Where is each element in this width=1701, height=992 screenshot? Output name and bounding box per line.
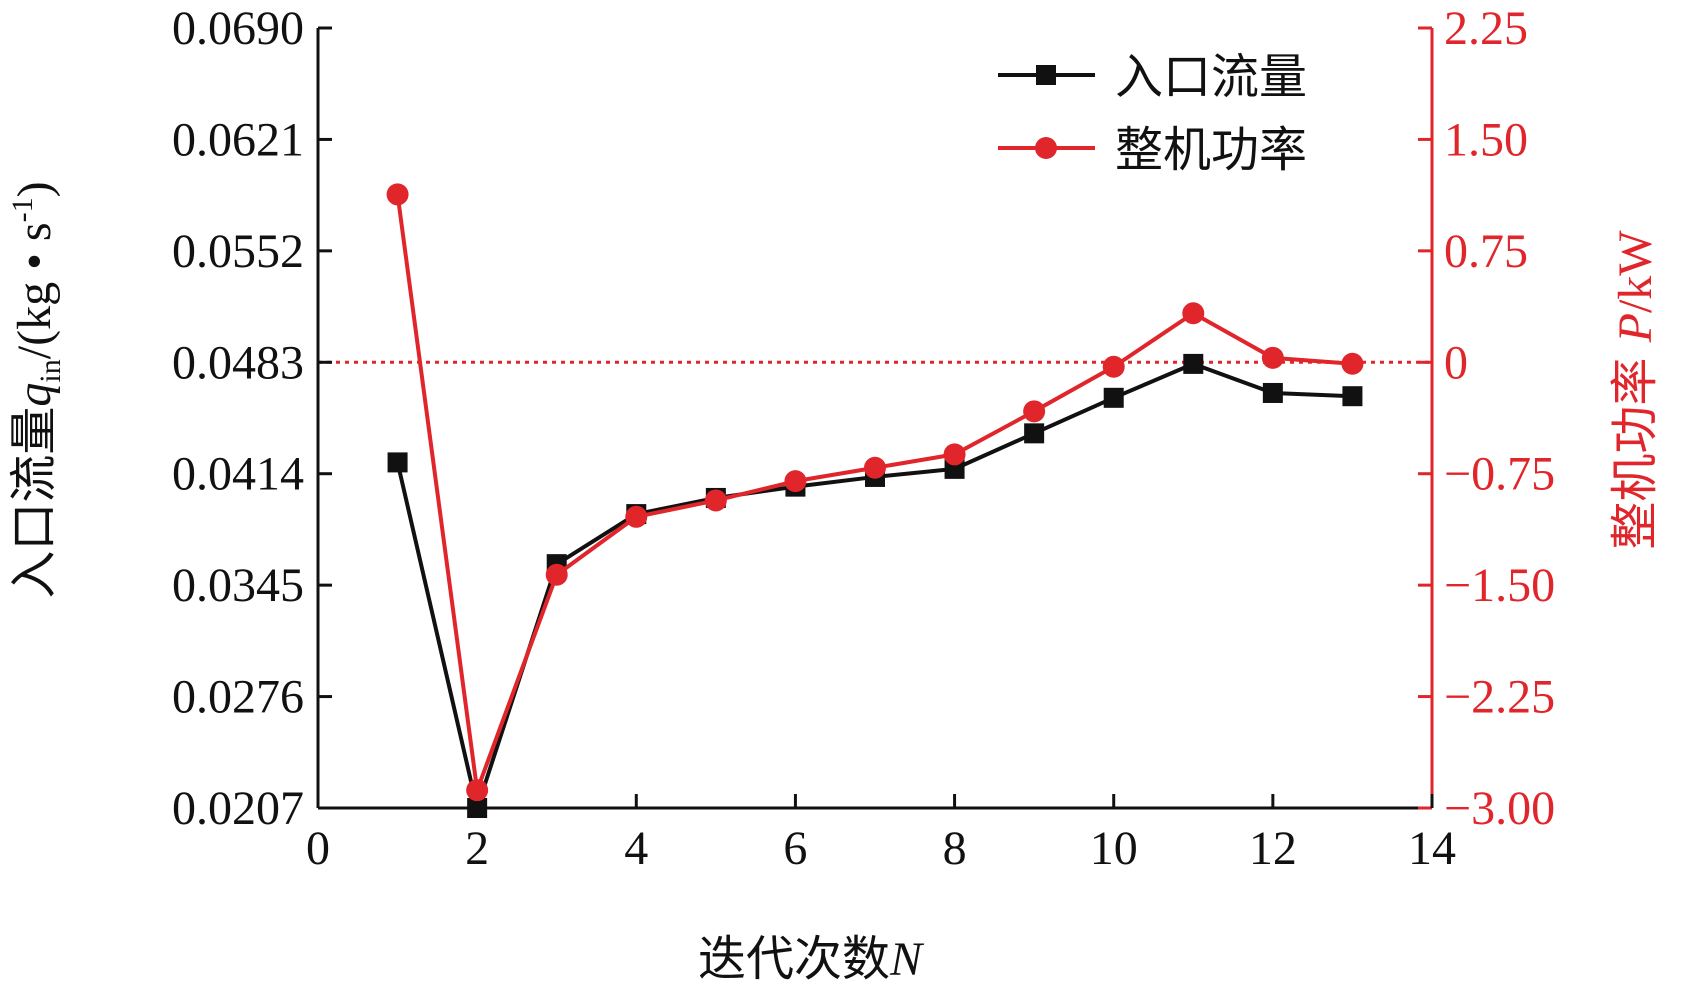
data-point-circle — [386, 183, 409, 206]
left-y-title-sub: in — [34, 359, 67, 382]
right-tick-label: −3.00 — [1444, 782, 1555, 835]
right-tick-label: −2.25 — [1444, 671, 1555, 724]
left-y-title-sup: -1 — [6, 197, 39, 222]
series-line — [395, 194, 1353, 793]
legend: 入口流量 整机功率 — [998, 49, 1307, 178]
left-y-title-unit: /(kg • s — [8, 222, 61, 359]
legend-marker-power — [1035, 137, 1057, 159]
data-point-circle — [864, 456, 886, 479]
x-tick-label: 6 — [783, 822, 807, 875]
data-point-circle — [1023, 400, 1046, 423]
x-axis-title-var: N — [889, 933, 925, 986]
legend-marker-flow — [1036, 65, 1056, 85]
data-point-circle — [943, 443, 966, 466]
left-tick-label: 0.0207 — [172, 782, 304, 835]
series-flow — [387, 353, 1363, 818]
left-tick-label: 0.0483 — [172, 336, 304, 389]
right-y-title-unit: /kW — [1609, 230, 1662, 313]
left-tick-label: 0.0276 — [172, 671, 304, 724]
x-tick-label: 0 — [306, 822, 330, 875]
right-tick-label: 1.50 — [1444, 113, 1528, 166]
right-tick-label: −1.50 — [1444, 559, 1555, 612]
legend-label-flow: 入口流量 — [1115, 49, 1307, 105]
x-tick-label: 14 — [1408, 822, 1456, 875]
legend-item-flow: 入口流量 — [998, 49, 1307, 105]
x-tick-label: 2 — [465, 822, 489, 875]
data-point-circle — [625, 505, 648, 528]
data-point-square — [387, 452, 408, 473]
left-tick-label: 0.0414 — [172, 448, 304, 501]
data-point-circle — [784, 470, 807, 493]
right-y-title-text: 整机功率 — [1607, 342, 1663, 549]
left-tick-label: 0.0345 — [172, 559, 304, 612]
series-layer — [386, 183, 1364, 818]
left-y-title-text: 入口流量 — [6, 407, 62, 599]
data-point-square — [467, 798, 488, 818]
data-point-circle — [1261, 346, 1284, 369]
data-point-circle — [466, 779, 489, 802]
data-point-square — [1103, 387, 1124, 408]
x-axis-title: 迭代次数N — [698, 931, 925, 987]
x-tick-label: 8 — [943, 822, 967, 875]
x-axis-title-text: 迭代次数 — [698, 931, 890, 987]
data-point-circle — [1182, 302, 1205, 325]
left-y-axis-title: 入口流量qin/(kg • s-1) — [6, 181, 67, 598]
right-tick-label: −0.75 — [1444, 448, 1555, 501]
data-point-square — [1024, 423, 1045, 444]
series-line — [395, 361, 1353, 810]
right-tick-label: 0 — [1444, 336, 1468, 389]
x-axis-ticks: 0 2 4 6 8 10 12 14 — [306, 794, 1456, 875]
data-point-circle — [545, 563, 568, 586]
right-tick-label: 0.75 — [1444, 225, 1528, 278]
right-tick-label: 2.25 — [1444, 2, 1528, 55]
right-y-axis-title: 整机功率 P/kW — [1607, 230, 1663, 550]
left-tick-label: 0.0690 — [172, 2, 304, 55]
left-tick-label: 0.0621 — [172, 113, 304, 166]
left-tick-label: 0.0552 — [172, 225, 304, 278]
right-axis-ticks: −3.00 −2.25 −1.50 −0.75 0 0.75 1.50 2.25 — [1418, 2, 1555, 835]
data-point-square — [1262, 382, 1283, 403]
data-point-circle — [1341, 352, 1364, 375]
data-point-circle — [1102, 355, 1125, 378]
legend-item-power: 整机功率 — [998, 122, 1307, 178]
data-point-square — [1342, 386, 1363, 407]
right-y-title-var: P — [1609, 313, 1662, 343]
left-y-title-var: q — [8, 383, 61, 407]
x-tick-label: 10 — [1090, 822, 1138, 875]
left-y-title-unit-end: ) — [8, 181, 61, 197]
data-point-square — [1183, 353, 1204, 374]
left-axis-ticks: 0.0207 0.0276 0.0345 0.0414 0.0483 0.0552 0.06… — [172, 2, 332, 835]
series-power — [386, 183, 1364, 802]
legend-label-power: 整机功率 — [1115, 122, 1307, 178]
x-tick-label: 4 — [624, 822, 648, 875]
x-tick-label: 12 — [1249, 822, 1297, 875]
data-point-circle — [704, 489, 727, 512]
